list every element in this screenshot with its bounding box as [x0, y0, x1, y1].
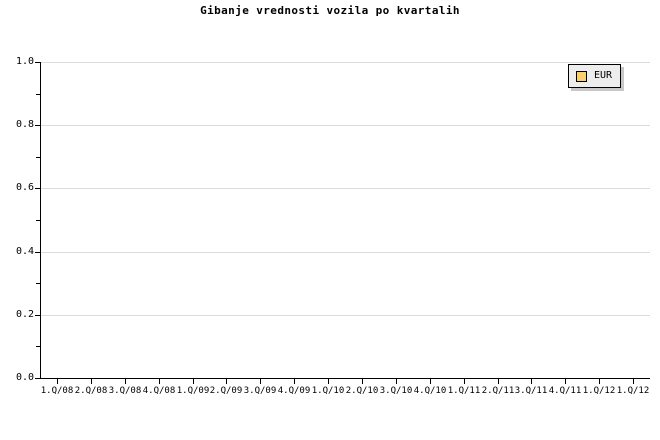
x-axis-tick [294, 379, 295, 384]
x-axis-tick [396, 379, 397, 384]
x-axis-tick [260, 379, 261, 384]
x-axis-tick-label: 3.Q/10 [379, 386, 413, 396]
y-axis-minor-tick [36, 93, 40, 95]
y-axis-tick-label: 0.0 [15, 372, 34, 383]
plot-background [40, 62, 650, 378]
x-axis-tick-label: 3.Q/09 [243, 386, 277, 396]
x-axis-tick-label: 1.Q/10 [311, 386, 345, 396]
x-axis-spine [40, 378, 650, 379]
gridline-y [40, 62, 650, 63]
x-axis-tick [464, 379, 465, 384]
y-axis-labels: 0.0 0.2 0.4 0.6 0.8 1.0 [0, 0, 34, 440]
x-axis-tick-label: 4.Q/10 [413, 386, 447, 396]
x-axis-tick-label: 4.Q/11 [548, 386, 582, 396]
x-axis-tick [91, 379, 92, 384]
x-axis-tick-label: 1.Q/12 [616, 386, 650, 396]
x-axis-tick [430, 379, 431, 384]
x-axis-tick [125, 379, 126, 384]
chart-legend[interactable]: EUR [568, 64, 622, 88]
x-axis-tick-label: 1.Q/08 [40, 386, 74, 396]
x-axis-tick-label: 2.Q/08 [74, 386, 108, 396]
y-axis-spine [40, 62, 41, 379]
x-axis-tick-label: 2.Q/11 [481, 386, 515, 396]
y-axis-tick-label: 0.4 [15, 245, 34, 257]
y-axis-tick-label: 1.0 [15, 56, 34, 67]
x-axis-tick-label: 4.Q/09 [277, 386, 311, 396]
x-axis-tick-label: 3.Q/11 [514, 386, 548, 396]
y-axis-tick-label: 0.6 [15, 182, 34, 194]
x-axis-tick-label: 2.Q/09 [209, 386, 243, 396]
y-axis-tick-label: 0.2 [15, 308, 34, 320]
y-axis-minor-tick [36, 156, 40, 158]
chart-title: Gibanje vrednosti vozila po kvartalih [200, 4, 460, 17]
x-axis-tick [599, 379, 600, 384]
x-axis-tick [328, 379, 329, 384]
gridline-y [40, 251, 650, 253]
x-axis-tick [531, 379, 532, 384]
y-axis-tick [35, 251, 40, 253]
x-axis-tick [498, 379, 499, 384]
x-axis-tick [362, 379, 363, 384]
y-axis-tick [35, 125, 40, 127]
y-axis-tick [35, 378, 40, 379]
y-axis-tick [35, 188, 40, 190]
x-axis-tick [193, 379, 194, 384]
x-axis-tick-label: 1.Q/09 [176, 386, 210, 396]
legend-item-eur[interactable]: EUR [576, 70, 613, 82]
x-axis-tick [565, 379, 566, 384]
y-axis-tick-label: 0.8 [15, 119, 34, 131]
legend-swatch-icon [576, 70, 587, 82]
x-axis-tick [226, 379, 227, 384]
y-axis-minor-tick [36, 346, 40, 348]
y-axis-minor-tick [36, 283, 40, 285]
x-axis-tick-label: 1.Q/11 [447, 386, 481, 396]
x-axis-tick-label: 4.Q/08 [142, 386, 176, 396]
y-axis-minor-tick [36, 220, 40, 221]
y-axis-tick [35, 62, 40, 63]
x-axis-tick-label: 3.Q/08 [108, 386, 142, 396]
plot-area [40, 62, 650, 379]
gridline-y [40, 125, 650, 127]
gridline-y [40, 314, 650, 316]
x-axis-tick-label: 1.Q/12 [582, 386, 616, 396]
x-axis-tick-label: 2.Q/10 [345, 386, 379, 396]
x-axis-tick [159, 379, 160, 384]
gridline-y [40, 188, 650, 190]
x-axis-tick [57, 379, 58, 384]
x-axis-tick [633, 379, 634, 384]
legend-label: EUR [594, 70, 613, 81]
y-axis-tick [35, 314, 40, 316]
